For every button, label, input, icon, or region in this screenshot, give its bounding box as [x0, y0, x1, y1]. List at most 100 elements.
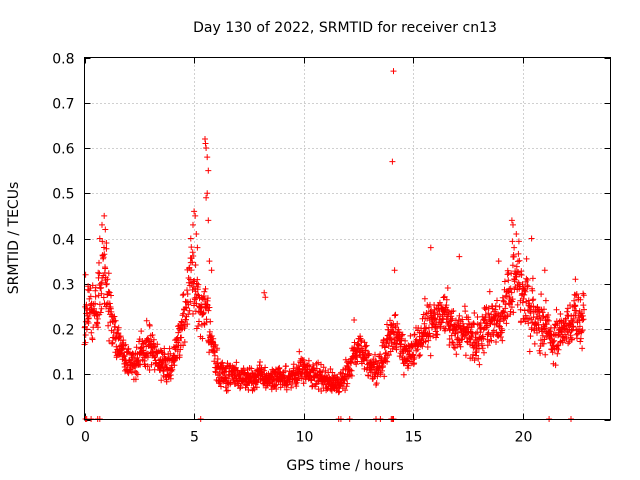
data-point [579, 312, 586, 319]
data-point [262, 364, 269, 371]
data-point [184, 321, 191, 328]
grid-lines [84, 57, 611, 420]
data-point [119, 346, 126, 353]
data-point [503, 320, 510, 327]
x-tick-label: 20 [515, 430, 533, 446]
data-point [222, 384, 229, 391]
data-point [192, 212, 199, 219]
y-tick-label: 0 [66, 414, 75, 430]
data-point [202, 140, 209, 147]
data-point [484, 324, 491, 331]
data-point [112, 323, 119, 330]
data-point [149, 332, 156, 338]
y-tick-label: 0.6 [52, 142, 74, 158]
data-point [96, 270, 103, 277]
y-tick-label: 0.7 [52, 97, 74, 113]
data-point [577, 338, 584, 345]
data-point [402, 337, 409, 344]
data-point [580, 316, 587, 323]
data-point [186, 307, 193, 314]
data-point [542, 351, 549, 358]
data-point [192, 262, 199, 268]
data-point [488, 311, 495, 318]
data-point [529, 287, 536, 294]
data-point [510, 253, 517, 260]
data-point [564, 305, 571, 312]
data-point [88, 329, 95, 336]
data-point [446, 336, 453, 342]
data-point [557, 311, 564, 317]
data-point [549, 349, 556, 356]
data-point [537, 337, 544, 344]
data-point [178, 334, 185, 341]
data-point [360, 357, 367, 364]
data-point [211, 352, 218, 359]
data-point [103, 240, 110, 246]
data-point [344, 363, 351, 370]
data-point [380, 363, 386, 369]
data-point [89, 282, 96, 289]
data-point [125, 345, 132, 352]
data-point [496, 303, 503, 310]
data-point [426, 330, 433, 337]
data-point [233, 359, 240, 366]
data-point [96, 259, 102, 266]
data-point [207, 318, 214, 325]
data-point [276, 364, 283, 371]
data-point [509, 262, 516, 269]
data-point [103, 281, 110, 288]
data-point [540, 313, 547, 320]
data-point [92, 293, 99, 300]
data-point [190, 310, 196, 317]
data-point [218, 383, 224, 390]
data-point [550, 338, 557, 345]
data-point [208, 333, 215, 339]
data-point [351, 317, 358, 323]
data-point [105, 270, 112, 277]
data-point [440, 294, 447, 301]
data-point [185, 301, 192, 308]
data-point [214, 356, 221, 362]
data-point [551, 325, 558, 331]
data-point [541, 306, 547, 313]
data-point [507, 308, 514, 315]
data-point [193, 231, 200, 237]
data-point [390, 68, 397, 75]
data-point [524, 283, 531, 290]
data-point [421, 295, 428, 302]
data-point [507, 285, 514, 292]
data-point [419, 343, 426, 350]
data-point [200, 309, 207, 316]
data-point [520, 295, 527, 302]
data-point [210, 335, 217, 342]
data-point [217, 379, 224, 386]
data-point [576, 323, 583, 330]
data-point [462, 308, 469, 315]
data-point [222, 374, 229, 381]
data-point [163, 378, 170, 385]
data-point [468, 329, 475, 336]
data-point [144, 363, 151, 370]
data-point [95, 269, 102, 276]
data-point [283, 363, 289, 370]
data-point [201, 288, 208, 295]
data-point [499, 327, 506, 334]
data-point [253, 384, 260, 391]
data-point [577, 296, 584, 303]
data-point [167, 350, 174, 357]
data-point [206, 304, 213, 311]
data-point [327, 366, 334, 372]
data-point [457, 343, 464, 350]
data-point [134, 371, 141, 378]
data-point [452, 345, 458, 351]
data-point [581, 306, 587, 313]
data-point [495, 258, 502, 265]
data-point [578, 328, 585, 335]
data-point [505, 277, 512, 284]
data-point [523, 275, 530, 282]
data-point [400, 371, 407, 378]
data-point [509, 296, 516, 303]
data-point [351, 339, 358, 346]
data-point [577, 335, 584, 342]
y-tick-label: 0.3 [52, 278, 74, 294]
